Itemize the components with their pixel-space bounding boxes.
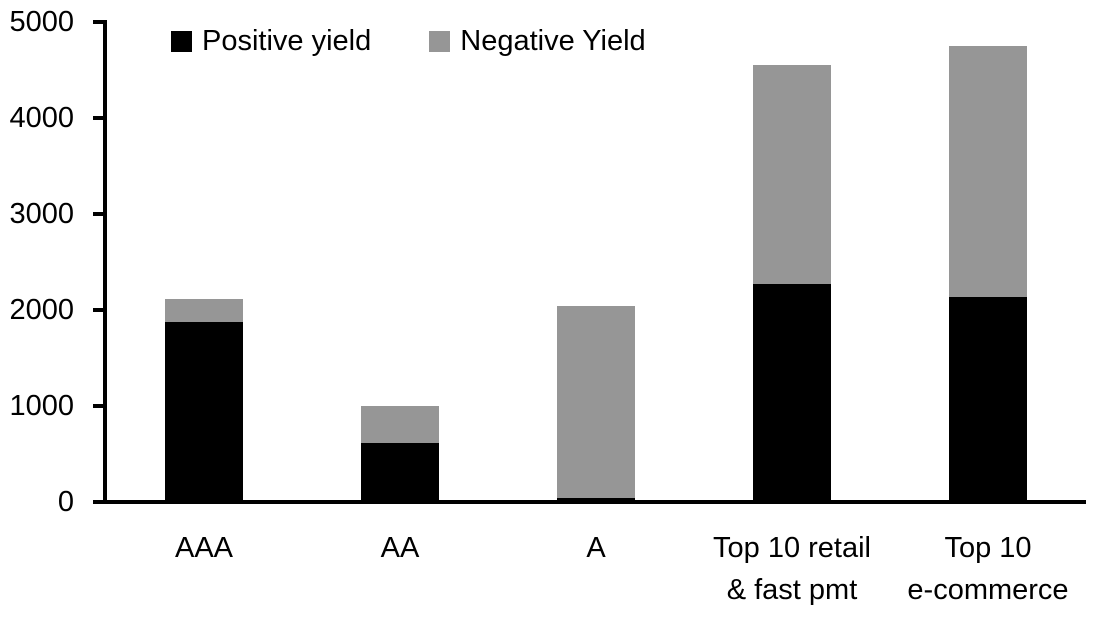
y-tick-label: 2000	[9, 294, 74, 326]
x-category-label: Top 10 retail & fast pmt	[713, 532, 871, 606]
bar-segment-positive	[949, 296, 1027, 502]
bar-segment-negative	[949, 46, 1027, 297]
bar-segment-positive	[753, 284, 831, 502]
x-category-label: A	[586, 532, 606, 564]
bar-segment-negative	[361, 406, 439, 444]
positive-yield-label: Positive yield	[202, 25, 372, 57]
bar-segment-negative	[753, 65, 831, 285]
bar-segment-positive	[165, 321, 243, 502]
y-tick-mark	[93, 404, 103, 408]
y-tick-mark	[93, 20, 103, 24]
legend-item-negative-yield: Negative Yield	[429, 24, 646, 58]
y-tick-label: 1000	[9, 390, 74, 422]
negative-yield-label: Negative Yield	[460, 25, 646, 57]
y-tick-mark	[93, 212, 103, 216]
y-tick-label: 3000	[9, 198, 74, 230]
x-category-label: Top 10 e-commerce	[907, 532, 1069, 606]
y-axis-line	[103, 20, 107, 504]
bar-segment-positive	[557, 498, 635, 502]
legend-item-positive-yield: Positive yield	[171, 24, 371, 58]
bar-segment-negative	[165, 299, 243, 322]
y-tick-mark	[93, 116, 103, 120]
bar-segment-negative	[557, 306, 635, 499]
positive-yield-swatch-icon	[171, 30, 192, 52]
x-axis-line	[103, 500, 1086, 504]
x-category-label: AA	[380, 532, 420, 564]
y-tick-mark	[93, 308, 103, 312]
y-tick-label: 5000	[9, 6, 74, 38]
x-category-label: AAA	[174, 532, 234, 564]
y-tick-label: 0	[57, 486, 74, 518]
bar-segment-positive	[361, 443, 439, 502]
y-tick-mark	[93, 500, 103, 504]
y-tick-label: 4000	[9, 102, 74, 134]
legend: Positive yield Negative Yield	[171, 24, 646, 58]
negative-yield-swatch-icon	[429, 30, 451, 52]
